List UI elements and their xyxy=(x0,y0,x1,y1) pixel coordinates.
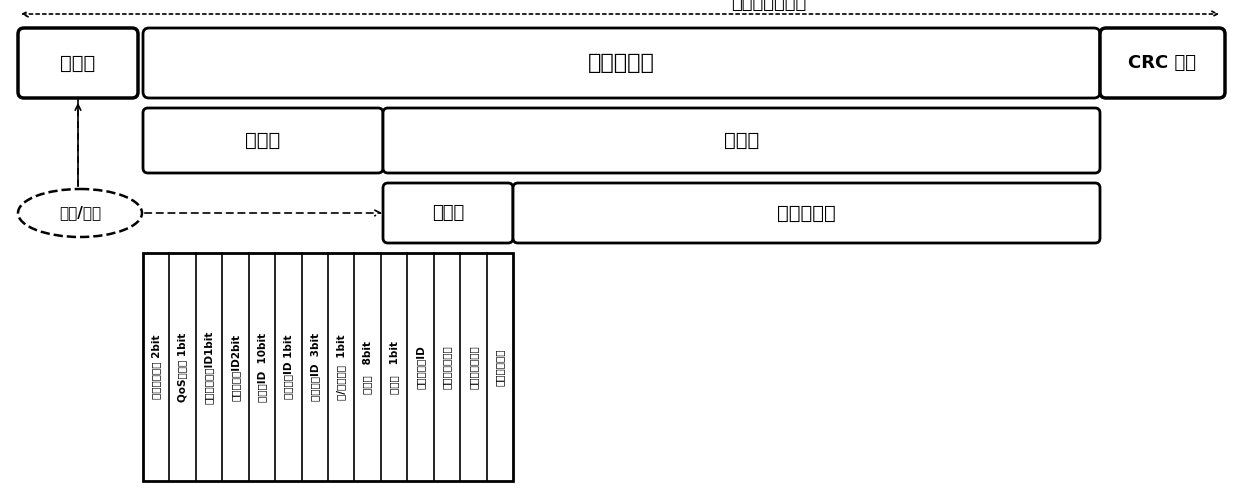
FancyBboxPatch shape xyxy=(383,183,513,243)
Text: 数据域: 数据域 xyxy=(724,131,759,150)
Text: 传输帧码块: 传输帧码块 xyxy=(588,53,655,73)
Text: 勤务段结构ID: 勤务段结构ID xyxy=(415,345,425,389)
Text: 物理信道ID 1bit: 物理信道ID 1bit xyxy=(284,335,294,399)
Text: 机群链路传输帧: 机群链路传输帧 xyxy=(732,0,806,12)
Text: 帧长度   1bit: 帧长度 1bit xyxy=(389,340,399,393)
Text: 数据域结构ID2bit: 数据域结构ID2bit xyxy=(231,333,241,401)
Text: 本地钟面时编码: 本地钟面时编码 xyxy=(469,345,479,389)
Text: 信息数据段: 信息数据段 xyxy=(777,203,836,223)
FancyBboxPatch shape xyxy=(1100,28,1225,98)
Text: 本地伪距编码: 本地伪距编码 xyxy=(495,348,505,386)
Ellipse shape xyxy=(19,189,143,237)
FancyBboxPatch shape xyxy=(19,28,138,98)
Text: QoS指示符 1bit: QoS指示符 1bit xyxy=(177,332,187,402)
Text: 帧序号   8bit: 帧序号 8bit xyxy=(362,340,373,393)
FancyBboxPatch shape xyxy=(513,183,1100,243)
Text: 采样/嵌入: 采样/嵌入 xyxy=(60,205,102,221)
Text: 同步码: 同步码 xyxy=(61,54,95,72)
FancyBboxPatch shape xyxy=(143,28,1100,98)
Text: 勤务段: 勤务段 xyxy=(432,204,464,222)
Bar xyxy=(143,253,513,481)
FancyBboxPatch shape xyxy=(143,108,383,173)
Text: 源/信识别符  1bit: 源/信识别符 1bit xyxy=(336,334,346,400)
Text: 帧导头: 帧导头 xyxy=(246,131,280,150)
Text: 端口识别ID  3bit: 端口识别ID 3bit xyxy=(310,333,320,401)
Text: 机群链路识别符: 机群链路识别符 xyxy=(441,345,451,389)
Text: 传输帧版本号 2bit: 传输帧版本号 2bit xyxy=(151,335,161,399)
Text: CRC 校验: CRC 校验 xyxy=(1128,54,1197,72)
Text: 飞行器ID  10bit: 飞行器ID 10bit xyxy=(257,332,267,402)
Text: 跟踪数据单元ID1bit: 跟踪数据单元ID1bit xyxy=(205,330,215,404)
FancyBboxPatch shape xyxy=(383,108,1100,173)
